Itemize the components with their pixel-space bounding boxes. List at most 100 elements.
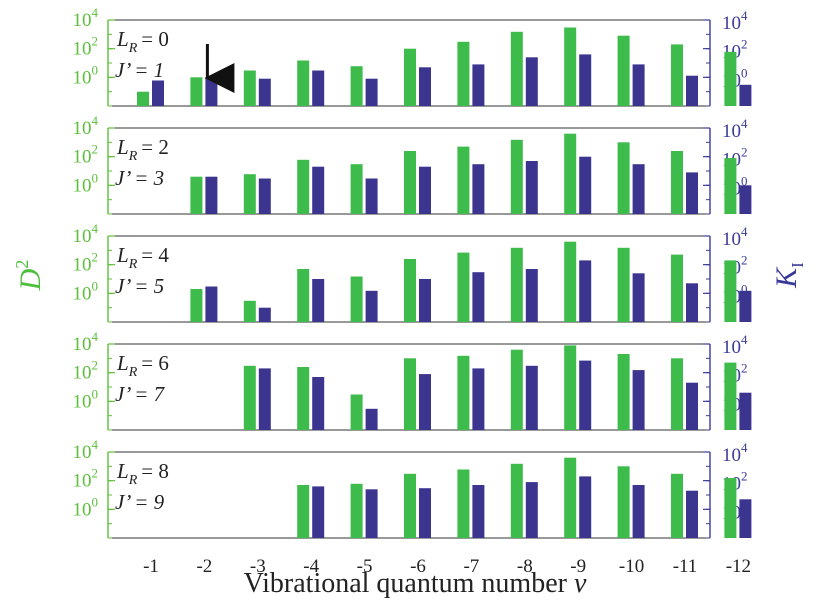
bar-k--12 — [739, 499, 752, 538]
bar-d2--8 — [510, 139, 523, 214]
bar-d2--12 — [724, 260, 737, 322]
bar-d2--12 — [724, 478, 737, 538]
left-tick-label: 102 — [73, 358, 99, 384]
bar-d2--6 — [404, 358, 416, 430]
bar-k--2 — [205, 77, 218, 106]
bar-k--5 — [365, 178, 378, 214]
panels: 100100102102104104LR= 0J’ = 110010010210… — [73, 5, 752, 539]
bar-k--11 — [686, 382, 698, 430]
left-tick-label: 100 — [73, 278, 99, 304]
bar-k--6 — [419, 279, 431, 322]
panel-lr-label: LR = 8 — [116, 459, 169, 488]
panel-j-label: J’ = 9 — [115, 490, 165, 514]
bar-d2--5 — [350, 276, 363, 322]
panel-5: 100100102102104104LR= 8J’ = 9 — [73, 437, 752, 539]
bar-k--6 — [419, 67, 431, 106]
bar-d2--9 — [564, 345, 577, 430]
bar-k--10 — [632, 370, 645, 430]
bar-k--7 — [472, 485, 485, 538]
x-tick-label--12: -12 — [726, 556, 751, 577]
panel-4: 100100102102104104LR= 6J’ = 7 — [73, 329, 752, 431]
bar-k--4 — [312, 486, 325, 538]
bar-k--10 — [632, 485, 645, 538]
bar-d2--12 — [724, 158, 737, 214]
left-tick-label: 104 — [73, 437, 99, 463]
bar-k--10 — [632, 273, 645, 322]
x-axis-title-symbol: v — [574, 568, 587, 599]
bar-d2--11 — [671, 254, 683, 322]
panel-j-label: J’ = 5 — [115, 274, 164, 298]
x-axis-title: Vibrational quantum number v — [244, 568, 587, 599]
bar-d2--1 — [137, 91, 149, 106]
bar-d2--11 — [671, 151, 683, 214]
x-tick-label--10: -10 — [619, 556, 644, 577]
panel-j-label: J’ = 7 — [115, 382, 166, 406]
bar-k--12 — [739, 185, 752, 214]
x-tick-label--8: -8 — [517, 556, 533, 577]
bar-d2--9 — [564, 133, 577, 214]
panel-lr-label: LR = 6 — [116, 351, 169, 380]
bar-k--4 — [312, 279, 325, 322]
bar-d2--4 — [297, 485, 310, 538]
x-tick-label--7: -7 — [463, 556, 479, 577]
bar-d2--12 — [724, 362, 737, 430]
bar-k--7 — [472, 164, 485, 214]
y-axis-title-right-base: K — [770, 266, 803, 289]
bar-d2--6 — [404, 473, 416, 538]
left-tick-label: 104 — [73, 329, 99, 355]
panel-lr-label: LR = 4 — [116, 243, 169, 272]
bar-k--4 — [312, 166, 325, 214]
panel-j-label: J’ = 3 — [115, 166, 164, 190]
bar-k--9 — [579, 360, 592, 430]
left-tick-label: 100 — [73, 386, 99, 412]
bar-k--5 — [365, 489, 378, 538]
x-tick-label--11: -11 — [673, 556, 698, 577]
panel-j-label: J’ = 1 — [115, 58, 164, 82]
x-axis-title-text: Vibrational quantum number — [244, 568, 568, 599]
left-tick-label: 102 — [73, 142, 99, 168]
bar-k--9 — [579, 156, 592, 214]
bar-d2--9 — [564, 457, 577, 538]
bar-k--8 — [525, 482, 538, 538]
bar-k--9 — [579, 260, 592, 322]
bar-d2--3 — [243, 365, 256, 430]
right-tick-label: 104 — [722, 224, 748, 250]
bar-k--6 — [419, 374, 431, 430]
bar-d2--3 — [243, 300, 256, 322]
bar-d2--10 — [617, 35, 630, 107]
bar-d2--5 — [350, 483, 363, 538]
bar-d2--7 — [457, 469, 470, 538]
bar-k--1 — [152, 80, 164, 106]
panel-3: 100100102102104104LR= 4J’ = 5 — [73, 221, 752, 323]
panel-1: 100100102102104104LR= 0J’ = 1 — [73, 5, 752, 107]
bar-k--3 — [258, 178, 271, 214]
bar-d2--6 — [404, 259, 416, 322]
x-tick-label--1: -1 — [143, 556, 159, 577]
bar-k--8 — [525, 365, 538, 430]
bar-k--3 — [258, 78, 271, 106]
bar-k--11 — [686, 172, 698, 214]
bar-d2--6 — [404, 151, 416, 214]
left-tick-label: 102 — [73, 34, 99, 60]
x-tick-label--4: -4 — [303, 556, 319, 577]
bar-d2--10 — [617, 247, 630, 322]
panel-2: 100100102102104104LR= 2J’ = 3 — [73, 113, 752, 215]
bar-d2--8 — [510, 349, 523, 430]
bar-d2--4 — [297, 367, 310, 430]
bar-d2--11 — [671, 358, 683, 430]
left-tick-label: 100 — [73, 62, 99, 88]
bar-k--11 — [686, 283, 698, 322]
bar-k--5 — [365, 408, 378, 430]
bar-d2--10 — [617, 354, 630, 430]
y-axis-title-left-base: D — [14, 268, 47, 291]
bar-k--2 — [205, 286, 218, 322]
bar-k--7 — [472, 64, 485, 106]
right-tick-label: 104 — [722, 332, 748, 358]
bar-d2--8 — [510, 463, 523, 538]
bar-d2--11 — [671, 44, 683, 106]
bar-d2--10 — [617, 466, 630, 538]
bar-k--6 — [419, 166, 431, 214]
right-tick-label: 104 — [722, 116, 748, 142]
panel-lr-label: LR = 2 — [116, 135, 169, 164]
